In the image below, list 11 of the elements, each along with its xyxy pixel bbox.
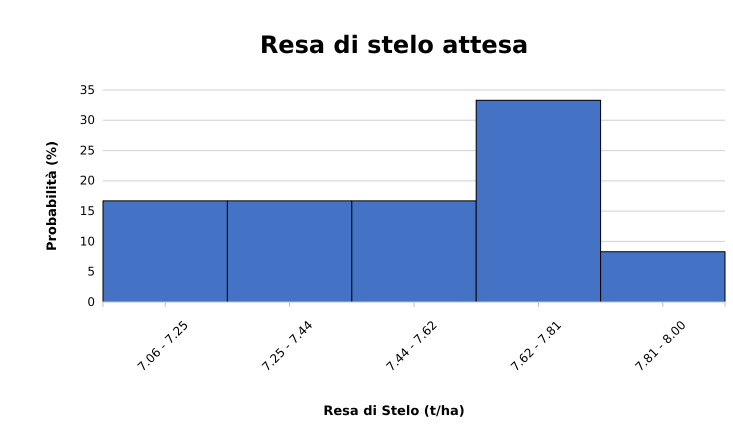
x-axis-title: Resa di Stelo (t/ha) <box>323 404 465 419</box>
y-tick-label: 20 <box>80 174 95 188</box>
y-tick-label: 10 <box>80 234 95 248</box>
y-tick-label: 30 <box>80 113 95 128</box>
y-tick-label: 35 <box>80 82 95 97</box>
y-axis-title: Probabilità (%) <box>45 140 60 252</box>
chart-title: Resa di stelo attesa <box>260 31 528 59</box>
y-tick-label: 0 <box>87 294 95 309</box>
y-tick-label: 5 <box>87 264 95 279</box>
y-tick-label: 15 <box>80 204 95 218</box>
y-tick-label: 25 <box>80 143 95 158</box>
